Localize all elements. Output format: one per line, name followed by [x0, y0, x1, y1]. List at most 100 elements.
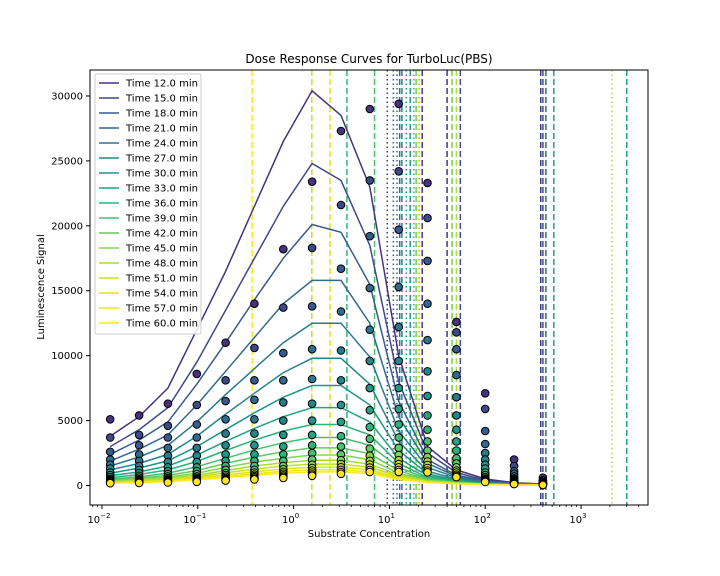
- series-line-1: [109, 162, 543, 485]
- data-point-8-8: [336, 431, 346, 441]
- x-tick-label-5: 103: [569, 512, 586, 526]
- data-point-3-9: [365, 283, 375, 293]
- data-point-16-14: [509, 479, 519, 489]
- data-point-6-12: [452, 425, 461, 435]
- data-point-0-6: [279, 244, 288, 254]
- data-point-7-8: [336, 417, 346, 427]
- legend-label-9: Time 39.0 min: [125, 214, 198, 225]
- data-point-6-11: [423, 391, 432, 401]
- data-point-2-13: [480, 426, 490, 436]
- data-point-0-9: [365, 104, 375, 114]
- legend-box: [94, 73, 202, 335]
- x-tick-label-0: 10−2: [87, 512, 110, 526]
- data-point-4-4: [221, 429, 230, 438]
- data-point-2-6: [279, 348, 288, 358]
- data-point-1-11: [423, 213, 432, 223]
- data-point-1-1: [134, 430, 144, 440]
- data-point-8-11: [423, 425, 432, 435]
- series-line-0: [109, 89, 543, 485]
- y-tick-label-6: 30000: [51, 91, 83, 102]
- data-point-3-10: [394, 282, 404, 292]
- data-point-5-10: [394, 356, 404, 366]
- data-point-1-0: [105, 433, 115, 442]
- data-point-3-6: [279, 376, 288, 385]
- data-point-3-12: [452, 370, 461, 380]
- data-point-1-7: [307, 243, 317, 253]
- data-point-3-3: [192, 433, 202, 442]
- data-point-1-4: [221, 376, 230, 385]
- data-point-9-8: [336, 442, 346, 451]
- x-tick-label-4: 102: [474, 512, 491, 526]
- data-point-7-10: [394, 404, 404, 414]
- data-point-16-11: [423, 468, 432, 477]
- data-point-16-3: [192, 477, 202, 487]
- data-point-9-9: [365, 434, 375, 444]
- data-point-5-6: [279, 416, 288, 425]
- data-point-5-4: [221, 441, 230, 450]
- legend-label-11: Time 45.0 min: [125, 244, 198, 255]
- data-point-0-7: [307, 177, 317, 186]
- data-point-6-7: [307, 416, 317, 425]
- data-point-16-8: [336, 469, 346, 479]
- plot-area: 0 5000 10000 15000 20000 25000 30000 10−2 10−1 10…: [51, 69, 649, 526]
- data-point-2-8: [336, 264, 346, 274]
- data-point-6-6: [279, 430, 288, 440]
- y-tick-label-3: 15000: [51, 286, 83, 297]
- data-point-8-10: [394, 420, 404, 429]
- series-line-4: [109, 322, 543, 486]
- data-point-2-11: [423, 256, 432, 266]
- data-point-8-12: [452, 446, 461, 455]
- y-axis-title: Luminescence Signal: [36, 234, 47, 340]
- data-point-7-11: [423, 411, 432, 420]
- legend: Time 12.0 min Time 15.0 min Time 18.0 min T…: [94, 73, 202, 335]
- legend-label-13: Time 51.0 min: [125, 274, 198, 285]
- data-point-4-12: [452, 392, 461, 402]
- data-point-0-12: [452, 317, 461, 327]
- data-point-5-5: [250, 429, 259, 438]
- data-point-6-9: [365, 383, 375, 393]
- data-point-1-12: [452, 328, 461, 337]
- data-point-16-6: [279, 473, 288, 483]
- data-point-2-12: [452, 344, 461, 354]
- data-point-16-12: [452, 472, 461, 482]
- data-point-4-7: [307, 374, 317, 384]
- data-point-3-11: [423, 299, 432, 309]
- x-tick-label-2: 100: [282, 512, 299, 526]
- data-point-2-5: [250, 376, 259, 385]
- data-point-3-7: [307, 344, 317, 354]
- data-point-3-4: [221, 415, 230, 424]
- data-point-5-11: [423, 367, 432, 376]
- data-point-4-11: [423, 335, 432, 345]
- x-tick-label-3: 101: [378, 512, 395, 526]
- data-point-3-2: [163, 443, 173, 453]
- legend-label-6: Time 30.0 min: [125, 169, 198, 180]
- data-point-2-4: [221, 396, 230, 406]
- axes-frame: [89, 69, 649, 506]
- data-point-8-9: [365, 422, 375, 432]
- data-point-16-4: [221, 476, 230, 485]
- data-point-16-7: [307, 471, 317, 481]
- data-point-8-7: [307, 441, 317, 450]
- data-point-1-8: [336, 200, 346, 210]
- legend-label-8: Time 36.0 min: [125, 199, 198, 210]
- data-point-1-13: [480, 404, 490, 414]
- y-tick-label-4: 20000: [51, 221, 83, 232]
- data-point-16-9: [365, 467, 375, 477]
- data-point-0-5: [250, 299, 259, 309]
- data-point-16-5: [250, 475, 259, 484]
- data-point-4-3: [192, 443, 202, 453]
- data-point-0-11: [423, 178, 432, 188]
- plot-content: [105, 70, 628, 505]
- data-point-0-4: [221, 338, 230, 348]
- data-point-2-9: [365, 231, 375, 241]
- data-point-7-6: [279, 442, 288, 451]
- data-point-3-8: [336, 307, 346, 316]
- data-point-4-6: [279, 398, 288, 407]
- data-point-1-6: [279, 303, 288, 312]
- legend-label-15: Time 57.0 min: [125, 304, 198, 315]
- data-point-0-0: [105, 415, 115, 424]
- legend-label-10: Time 42.0 min: [125, 229, 198, 240]
- data-point-6-8: [336, 400, 346, 410]
- data-point-7-7: [307, 430, 317, 440]
